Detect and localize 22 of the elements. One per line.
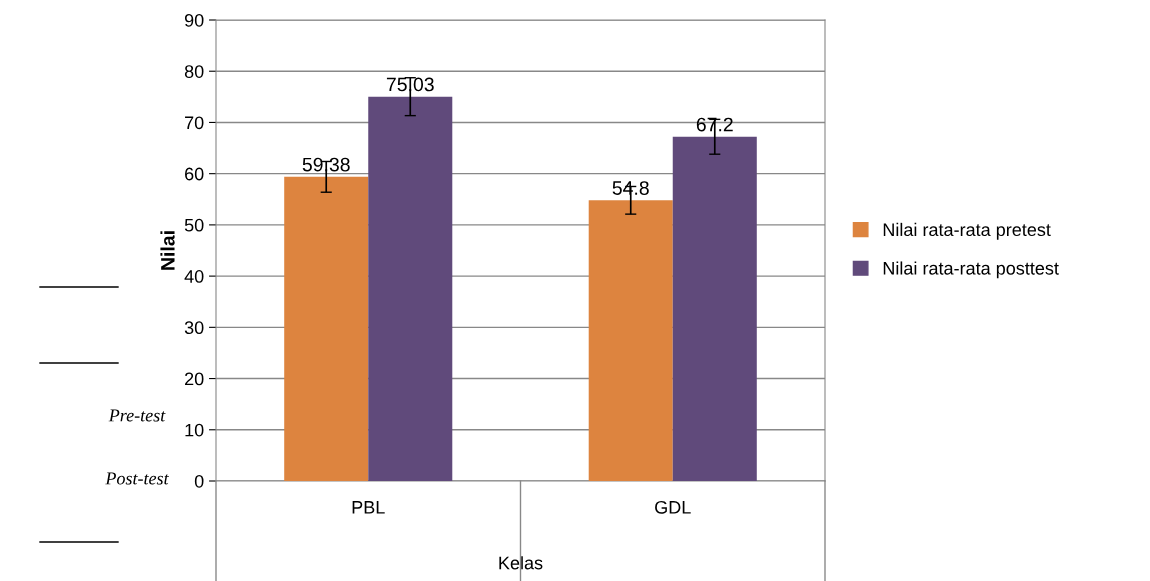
legend-label: Nilai rata-rata posttest — [883, 261, 1059, 279]
bar — [588, 200, 673, 481]
x-tick-label: PBL — [352, 501, 385, 514]
y-tick-label: 10 — [185, 423, 204, 437]
y-tick-label: 90 — [184, 13, 204, 27]
bar — [368, 96, 453, 481]
y-tick-label: 30 — [184, 321, 204, 335]
y-tick-label: 80 — [184, 65, 204, 78]
legend-label: Nilai rata-rata pretest — [883, 222, 1051, 240]
text: Post-test — [105, 472, 169, 485]
text: Pre-test — [108, 409, 166, 422]
y-tick-label: 50 — [184, 218, 204, 232]
y-tick-label: 70 — [185, 116, 204, 130]
bar — [284, 176, 369, 481]
y-tick-label: 0 — [194, 474, 204, 488]
y-axis-title: Nilai — [160, 231, 175, 270]
y-tick-label: 60 — [185, 167, 204, 181]
x-tick-label: GDL — [655, 500, 691, 514]
x-axis-title: Kelas — [499, 556, 543, 570]
y-tick-label: 20 — [185, 372, 204, 386]
y-tick-label: 40 — [184, 270, 204, 283]
bar — [672, 136, 757, 481]
